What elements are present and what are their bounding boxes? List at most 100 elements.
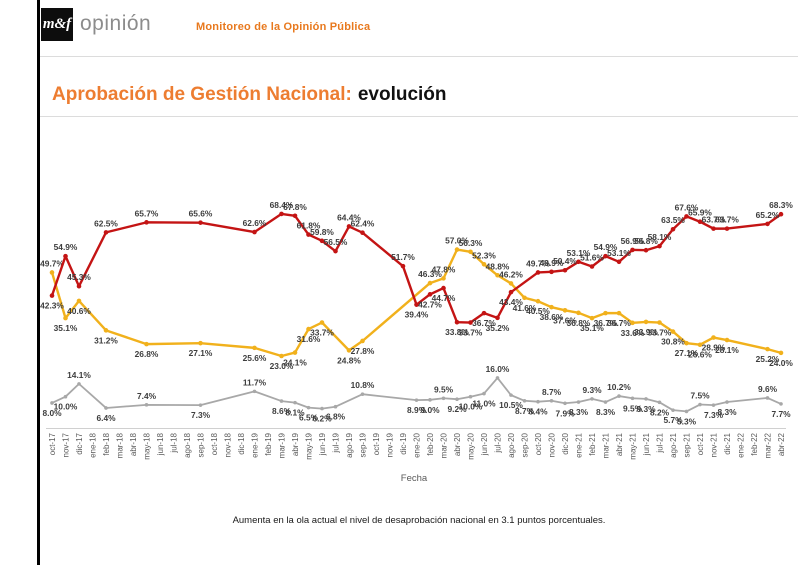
logo-wordmark: opinión (80, 12, 152, 35)
svg-text:11.7%: 11.7% (243, 377, 267, 387)
svg-text:56.8%: 56.8% (634, 236, 658, 246)
svg-text:mar-18: mar-18 (116, 432, 125, 458)
svg-text:7.3%: 7.3% (704, 410, 724, 420)
svg-text:67.8%: 67.8% (283, 202, 307, 212)
svg-text:sep-18: sep-18 (197, 432, 206, 457)
svg-text:68.4%: 68.4% (270, 200, 294, 210)
x-axis-title: Fecha (401, 473, 428, 484)
svg-text:35.1%: 35.1% (54, 323, 78, 333)
svg-text:dic-18: dic-18 (237, 432, 246, 454)
svg-text:52.3%: 52.3% (472, 250, 496, 260)
title-divider (40, 116, 798, 117)
svg-text:68.3%: 68.3% (769, 200, 793, 210)
svg-text:dic-20: dic-20 (561, 432, 570, 454)
svg-text:10.0%: 10.0% (54, 402, 78, 412)
svg-text:45.3%: 45.3% (67, 272, 91, 282)
svg-text:62.5%: 62.5% (94, 218, 118, 228)
svg-text:feb-22: feb-22 (750, 432, 759, 455)
svg-text:6.8%: 6.8% (326, 412, 346, 422)
svg-text:40.5%: 40.5% (526, 306, 550, 316)
svg-text:41.6%: 41.6% (513, 303, 537, 313)
svg-text:7.9%: 7.9% (555, 408, 575, 418)
x-axis-ticks: oct-17 nov-17 dic-17 ene-18 feb-18 mar-18 abr-… (48, 432, 786, 459)
series-aprobacion: 49.7% 35.1% 40.6% 31.2% 26.8% 27.1% 25.6%23.0%… (40, 236, 793, 371)
svg-text:62.6%: 62.6% (243, 218, 267, 228)
svg-text:28.1%: 28.1% (715, 345, 739, 355)
svg-text:59.8%: 59.8% (310, 227, 334, 237)
svg-text:46.3%: 46.3% (418, 269, 442, 279)
svg-text:7.5%: 7.5% (690, 391, 710, 401)
svg-text:54.9%: 54.9% (594, 242, 618, 252)
svg-text:abr-18: abr-18 (129, 432, 138, 456)
svg-text:8.3%: 8.3% (569, 407, 589, 417)
svg-text:42.3%: 42.3% (40, 301, 64, 311)
svg-text:feb-18: feb-18 (102, 432, 111, 455)
svg-text:ago-20: ago-20 (507, 432, 516, 457)
svg-text:35.1%: 35.1% (580, 323, 604, 333)
svg-text:50.4%: 50.4% (553, 256, 577, 266)
svg-text:25.2%: 25.2% (756, 354, 780, 364)
svg-text:35.2%: 35.2% (486, 323, 510, 333)
svg-text:nov-21: nov-21 (710, 432, 719, 457)
svg-text:abr-19: abr-19 (291, 432, 300, 456)
svg-text:27.1%: 27.1% (189, 348, 213, 358)
svg-text:24.1%: 24.1% (283, 358, 307, 368)
svg-text:51.7%: 51.7% (391, 252, 415, 262)
svg-text:abr-20: abr-20 (453, 432, 462, 456)
svg-text:14.1%: 14.1% (67, 370, 91, 380)
svg-text:27.1%: 27.1% (675, 348, 699, 358)
svg-text:8.4%: 8.4% (528, 407, 548, 417)
svg-text:36.7%: 36.7% (594, 318, 618, 328)
svg-text:oct-19: oct-19 (372, 432, 381, 455)
svg-text:8.1%: 8.1% (285, 408, 305, 418)
svg-text:6.5%: 6.5% (299, 413, 319, 423)
svg-text:8.7%: 8.7% (515, 406, 535, 416)
svg-text:24.8%: 24.8% (337, 355, 361, 365)
svg-text:jun-18: jun-18 (156, 432, 165, 456)
svg-text:feb-19: feb-19 (264, 432, 273, 455)
svg-text:9.6%: 9.6% (758, 384, 778, 394)
svg-text:9.3%: 9.3% (582, 385, 602, 395)
svg-text:5.7%: 5.7% (663, 415, 683, 425)
svg-text:10.5%: 10.5% (499, 400, 523, 410)
svg-text:53.1%: 53.1% (567, 248, 591, 258)
svg-text:sep-20: sep-20 (521, 432, 530, 457)
svg-text:49.7%: 49.7% (40, 258, 64, 268)
svg-text:sep-21: sep-21 (683, 432, 692, 457)
svg-text:65.6%: 65.6% (189, 209, 213, 219)
svg-text:33.6%: 33.6% (621, 328, 645, 338)
svg-text:23.0%: 23.0% (270, 361, 294, 371)
svg-text:may-18: may-18 (143, 432, 152, 459)
svg-text:16.0%: 16.0% (486, 364, 510, 374)
svg-text:36.7%: 36.7% (607, 318, 631, 328)
svg-text:61.8%: 61.8% (297, 221, 321, 231)
svg-text:30.8%: 30.8% (661, 337, 685, 347)
svg-text:11.0%: 11.0% (472, 399, 496, 409)
svg-text:oct-18: oct-18 (210, 432, 219, 455)
svg-text:33.8%: 33.8% (445, 327, 469, 337)
svg-text:36.7%: 36.7% (472, 318, 496, 328)
svg-text:dic-19: dic-19 (399, 432, 408, 454)
svg-text:5.3%: 5.3% (677, 416, 697, 426)
svg-text:33.7%: 33.7% (648, 328, 672, 338)
svg-text:44.7%: 44.7% (432, 293, 456, 303)
svg-text:37.6%: 37.6% (553, 315, 577, 325)
svg-text:abr-22: abr-22 (777, 432, 786, 456)
svg-text:39.4%: 39.4% (405, 310, 429, 320)
svg-text:mar-22: mar-22 (764, 432, 773, 458)
svg-text:ene-19: ene-19 (251, 432, 260, 457)
svg-text:7.4%: 7.4% (137, 391, 157, 401)
svg-text:9.3%: 9.3% (636, 404, 656, 414)
svg-text:8.2%: 8.2% (650, 407, 670, 417)
svg-text:31.6%: 31.6% (297, 334, 321, 344)
svg-text:nov-20: nov-20 (548, 432, 557, 457)
svg-text:40.6%: 40.6% (67, 306, 91, 316)
header-tagline: Monitoreo de la Opinión Pública (196, 21, 371, 33)
svg-text:26.6%: 26.6% (688, 350, 712, 360)
svg-text:abr-21: abr-21 (615, 432, 624, 456)
svg-text:33.9%: 33.9% (634, 327, 658, 337)
svg-text:jul-18: jul-18 (170, 432, 179, 453)
svg-text:64.4%: 64.4% (337, 212, 361, 222)
svg-text:33.7%: 33.7% (310, 328, 334, 338)
